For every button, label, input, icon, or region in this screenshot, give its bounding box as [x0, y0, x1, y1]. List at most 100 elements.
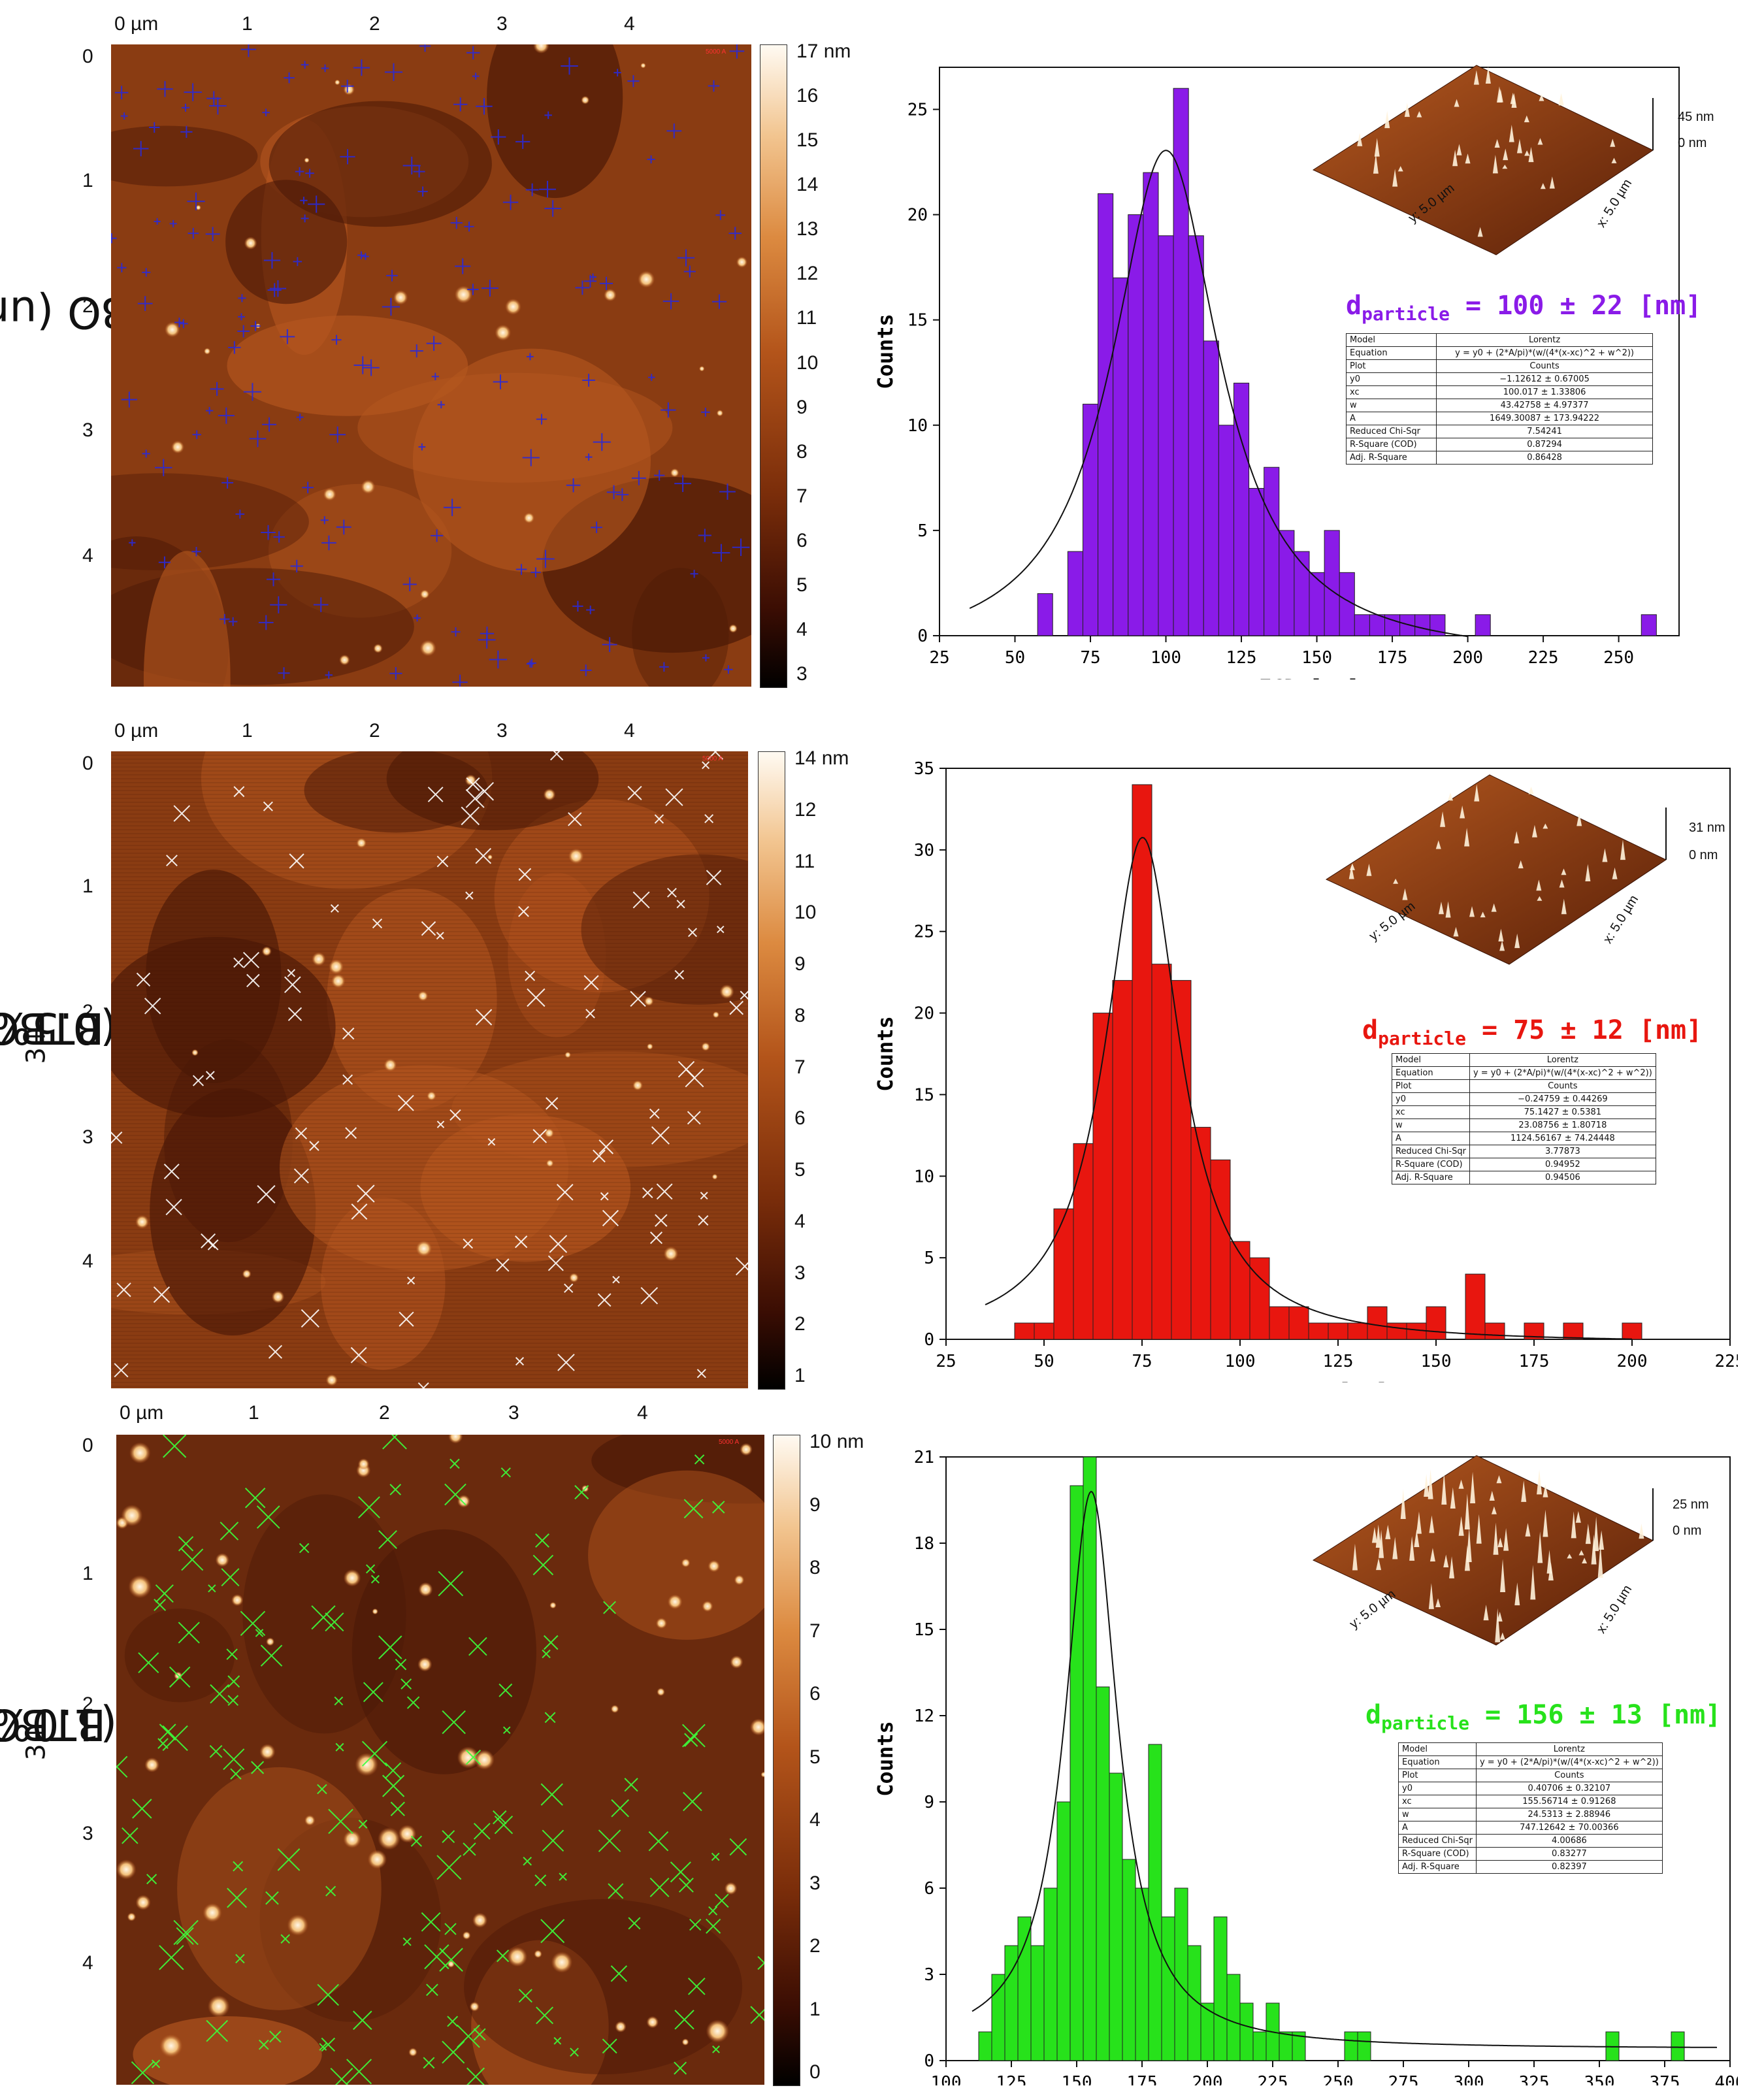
fit-table-row: Equation y = y0 + (2*A/pi)*(w/(4*(x-xc)^2… [1345, 346, 1653, 360]
y-tick-label: 10 [907, 416, 928, 436]
histogram-bar [1073, 1143, 1094, 1340]
fit-table-key: Model [1398, 1742, 1477, 1756]
fit-table-value: 43.42758 ± 4.97377 [1436, 399, 1653, 412]
histogram-bar [1109, 1772, 1123, 2061]
fit-table-value: 155.56714 ± 0.91268 [1475, 1795, 1663, 1808]
fit-table-row: A 1124.56167 ± 74.24448 [1392, 1132, 1656, 1145]
fit-table-row: Adj. R-Square 0.82397 [1398, 1860, 1663, 1874]
colorbar-tick-label: 2 [794, 1313, 806, 1335]
fit-table-row: Plot Counts [1345, 359, 1653, 373]
y-tick-label: 15 [914, 1620, 934, 1640]
histogram-bar [1367, 1306, 1388, 1340]
histogram-bar [1171, 980, 1192, 1340]
fit-table-row: Equation y = y0 + (2*A/pi)*(w/(4*(x-xc)^2… [1398, 1755, 1663, 1769]
afm-x-tick-label: 0 µm [120, 1402, 164, 1424]
fit-table-value: −0.24759 ± 0.44269 [1469, 1092, 1656, 1106]
fit-table-value: 0.82397 [1475, 1860, 1663, 1874]
fit-table-value: 1649.30087 ± 173.94222 [1436, 412, 1653, 425]
histogram-bar [1092, 1013, 1113, 1340]
histogram-bar [1269, 1306, 1290, 1340]
afm-3d-inset [1325, 774, 1667, 965]
x-tick-label: 75 [1132, 1352, 1152, 1371]
colorbar-tick-label: 4 [794, 1210, 806, 1232]
colorbar-tick-label: 9 [809, 1494, 821, 1516]
x-axis-title: ECD [nm] [1259, 675, 1360, 679]
histogram-bar [1328, 1322, 1348, 1340]
afm-y-tick-label: 3 [82, 1126, 93, 1148]
fit-table-key: Equation [1398, 1755, 1477, 1769]
lorentz-fit-curve [969, 150, 1468, 638]
histogram-bar [1465, 1273, 1486, 1340]
histogram-bar [1151, 964, 1172, 1340]
colorbar-tick-label: 9 [796, 396, 808, 418]
fit-table-key: Model [1392, 1053, 1470, 1067]
x-tick-label: 50 [1005, 648, 1025, 668]
panel-label: (b) BTBO:Nd3+(0.5%) [0, 1002, 178, 1064]
x-tick-label: 400 [1715, 2073, 1738, 2085]
histogram-bar [1386, 1322, 1407, 1340]
histogram-bar [1344, 2031, 1358, 2061]
colorbar-tick-label: 17 nm [796, 41, 851, 62]
fit-table-row: A 1649.30087 ± 173.94222 [1345, 412, 1653, 425]
histogram-chart: 25 50 75 100 125 150 175 200 225 250 0 5 10 15 20 25 ECD… [873, 67, 1680, 679]
histogram-bar [1135, 1887, 1149, 2061]
fit-table-value: y = y0 + (2*A/pi)*(w/(4*(x-xc)^2 + w^2)) [1469, 1066, 1656, 1080]
afm-y-tick-label: 3 [82, 419, 93, 441]
histogram-bar [1210, 1159, 1231, 1340]
fit-table-row: w 43.42758 ± 4.97377 [1345, 399, 1653, 412]
y-axis-title: Counts [873, 1016, 898, 1092]
colorbar-tick-label: 13 [796, 218, 819, 240]
fit-table-value: 23.08756 ± 1.80718 [1469, 1118, 1656, 1132]
colorbar-tick-label: 4 [809, 1809, 821, 1831]
afm-y-tick-label: 2 [82, 1001, 93, 1022]
colorbar-tick-label: 1 [809, 1998, 821, 2020]
y-tick-label: 0 [924, 2051, 934, 2071]
fit-table-key: Reduced Chi-Sqr [1345, 425, 1437, 438]
afm-image: 5000 A [111, 751, 748, 1388]
colorbar-tick-label: 11 [796, 307, 817, 329]
histogram-bar [1113, 277, 1129, 636]
x-tick-label: 175 [1377, 648, 1408, 668]
histogram-bar [1161, 1916, 1175, 2061]
histogram-bar [1641, 614, 1657, 636]
fit-table-key: Adj. R-Square [1398, 1860, 1477, 1874]
colorbar-tick-label: 11 [794, 850, 815, 872]
fit-table-row: A 747.12642 ± 70.00366 [1398, 1821, 1663, 1835]
afm-x-tick-label: 4 [624, 13, 635, 35]
afm-y-tick-label: 4 [82, 545, 93, 566]
afm-x-tick-label: 2 [369, 13, 380, 35]
histogram-bar [1112, 980, 1133, 1340]
histogram-bar [1475, 614, 1491, 636]
histogram-bar [1426, 1306, 1446, 1340]
afm-y-tick-label: 2 [82, 295, 93, 317]
x-tick-label: 150 [1301, 648, 1332, 668]
colorbar-tick-label: 3 [794, 1262, 806, 1284]
histogram-bar [1174, 1887, 1188, 2061]
y-tick-label: 5 [924, 1249, 934, 1268]
fit-table-key: w [1345, 399, 1437, 412]
lorentz-fit-curve [985, 836, 1632, 1340]
fit-table-value: Counts [1469, 1079, 1656, 1093]
histogram-bar [1226, 1974, 1241, 2061]
y-axis-title: Counts [873, 314, 898, 389]
fit-table-value: −1.12612 ± 0.67005 [1436, 372, 1653, 386]
fit-table-value: 0.83277 [1475, 1847, 1663, 1861]
colorbar-tick-label: 5 [796, 574, 808, 596]
x-tick-label: 225 [1258, 2073, 1288, 2085]
histogram-bar [1671, 2031, 1685, 2061]
y-tick-label: 0 [924, 1330, 934, 1350]
colorbar-tick-label: 1 [794, 1365, 806, 1386]
panel-label: (a) BTBO (undoped) [0, 287, 260, 338]
x-tick-label: 25 [929, 648, 949, 668]
colorbar-tick-label: 7 [809, 1620, 821, 1642]
histogram-bar [1239, 2002, 1254, 2061]
panel-label: (c) BTBO:Nd3+(1.0%) [0, 1699, 176, 1761]
x-tick-label: 125 [1226, 648, 1257, 668]
afm-x-tick-label: 4 [624, 720, 635, 742]
colorbar-tick-label: 12 [796, 263, 819, 285]
histogram-bar [1309, 572, 1325, 636]
colorbar-tick-label: 7 [796, 485, 808, 507]
afm-x-tick-label: 3 [508, 1402, 519, 1424]
histogram-bar [1053, 1208, 1074, 1340]
colorbar-tick-label: 12 [794, 798, 817, 821]
